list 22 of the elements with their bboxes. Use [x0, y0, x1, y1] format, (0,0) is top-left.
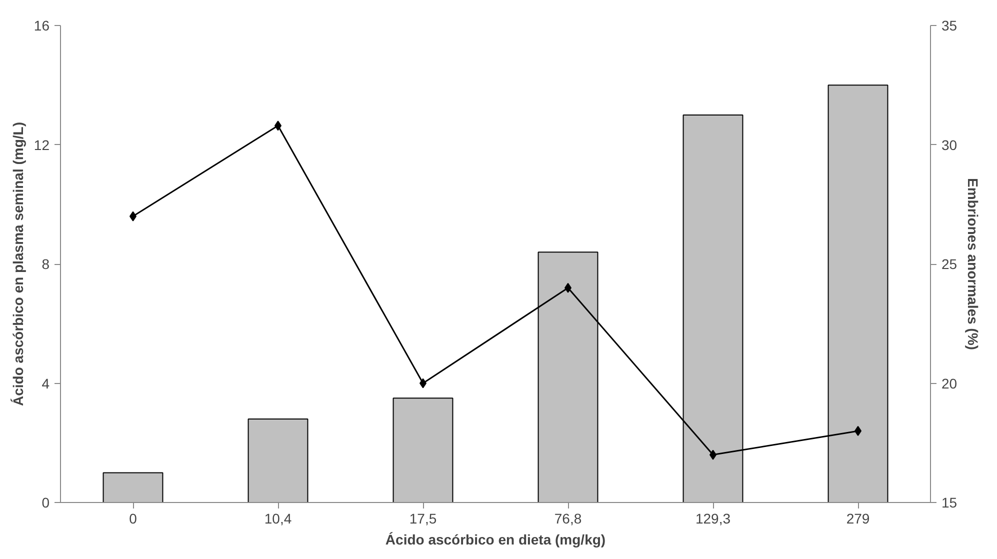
y2-tick-label: 25 [942, 256, 958, 272]
y2-tick-label: 20 [942, 375, 958, 392]
x-tick-label: 129,3 [695, 510, 731, 526]
x-tick-label: 17,5 [409, 510, 437, 526]
y2-tick-label: 30 [942, 136, 958, 153]
x-tick-label: 279 [846, 510, 870, 526]
bar [248, 418, 308, 502]
y-tick-label: 0 [42, 494, 50, 510]
y2-axis-title: Embriones anormales (%) [965, 178, 982, 350]
x-axis-title: Ácido ascórbico en dieta (mg/kg) [385, 532, 606, 548]
y-axis-title: Ácido ascórbico en plasma seminal (mg/L) [10, 122, 26, 406]
x-tick-label: 0 [129, 510, 138, 526]
bar [102, 472, 164, 502]
y-tick-label: 12 [34, 136, 50, 153]
y-tick-label: 16 [34, 18, 50, 34]
y2-tick-label: 15 [942, 494, 958, 510]
y-tick-label: 8 [42, 256, 50, 272]
x-tick-label: 76,8 [554, 510, 582, 526]
x-tick-label: 10,4 [264, 510, 292, 526]
bar [392, 398, 454, 502]
y2-tick-label: 35 [942, 18, 958, 34]
y-tick-label: 4 [42, 375, 50, 392]
